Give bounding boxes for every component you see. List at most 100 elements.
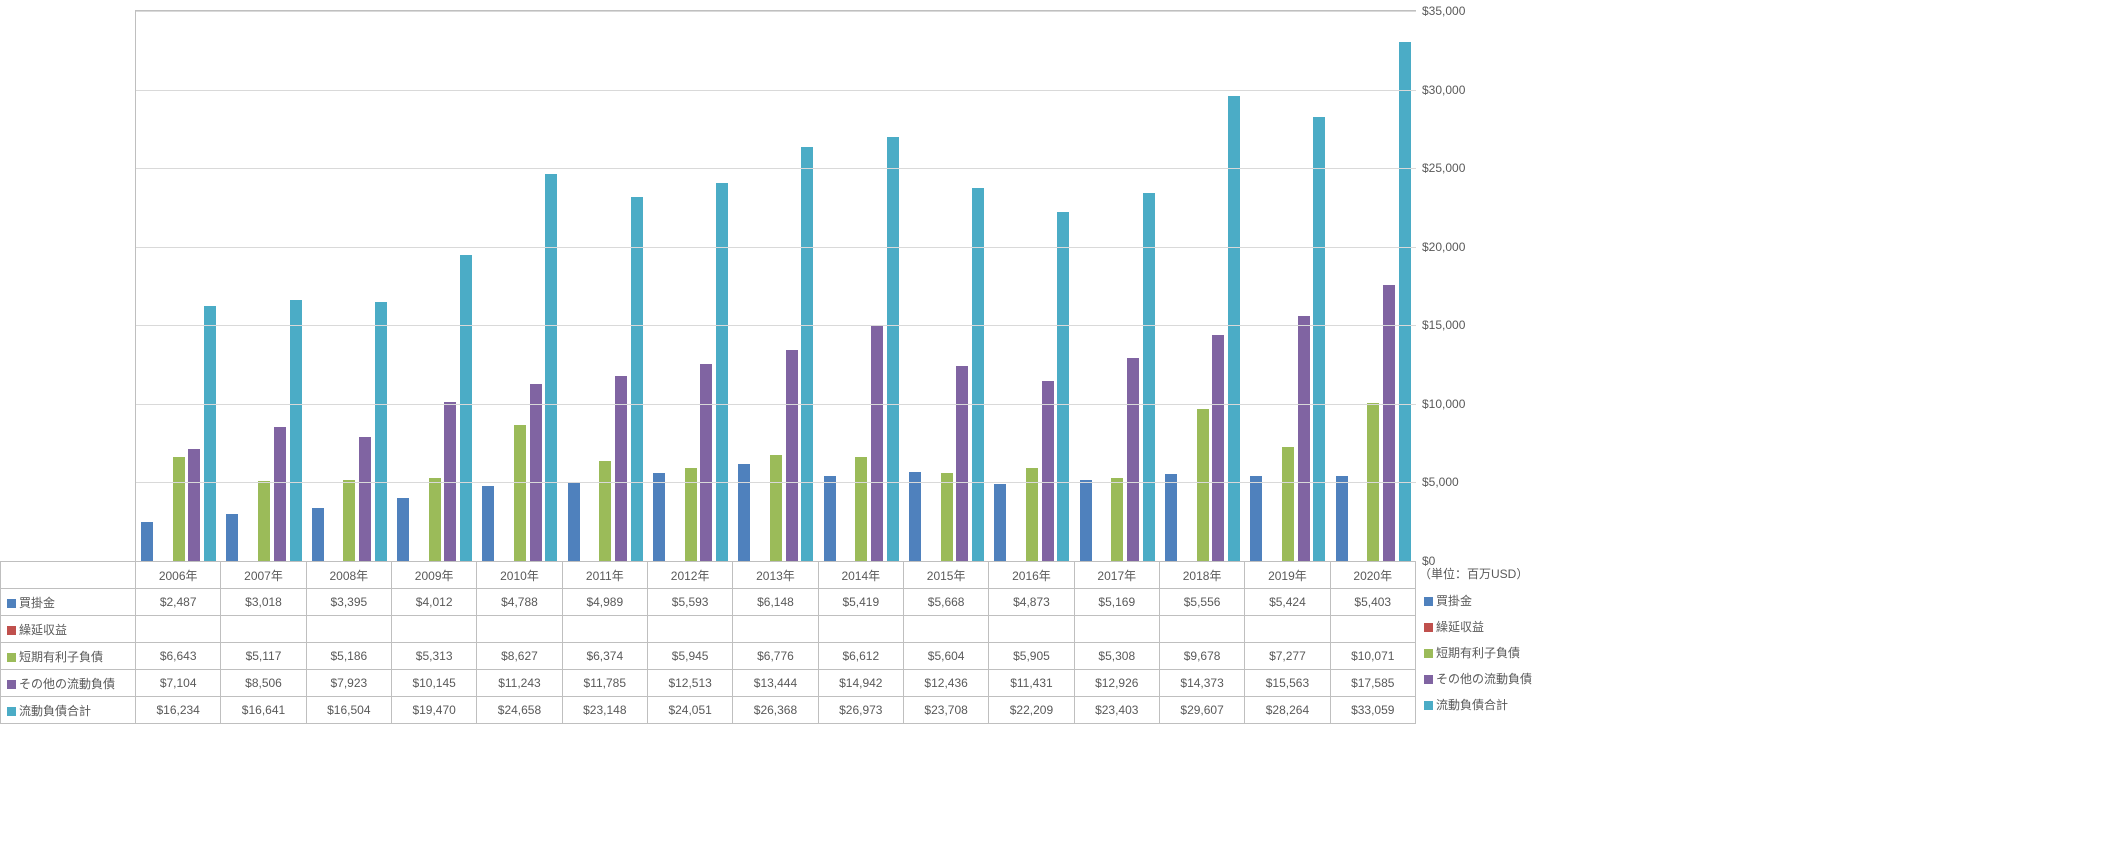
y-axis-tick-label: $15,000 [1422, 318, 1490, 332]
category-group [989, 11, 1074, 561]
bar-total [972, 188, 984, 561]
table-col-header: 2020年 [1330, 562, 1415, 589]
bar-cluster [482, 11, 557, 561]
chart-container: $0$5,000$10,000$15,000$20,000$25,000$30,… [0, 0, 2101, 858]
category-group [819, 11, 904, 561]
table-header-row: 2006年2007年2008年2009年2010年2011年2012年2013年… [1, 562, 1416, 589]
table-cell: $14,942 [818, 670, 903, 697]
table-cell: $5,593 [647, 589, 732, 616]
legend-swatch [1424, 701, 1433, 710]
table-cell [989, 616, 1074, 643]
bar-other [1212, 335, 1224, 561]
table-cell [477, 616, 562, 643]
bar-cluster [312, 11, 387, 561]
table-row: 流動負債合計$16,234$16,641$16,504$19,470$24,65… [1, 697, 1416, 724]
bar-cluster [909, 11, 984, 561]
bar-total [460, 255, 472, 561]
table-col-header: 2006年 [136, 562, 221, 589]
table-cell: $4,873 [989, 589, 1074, 616]
table-cell: $16,234 [136, 697, 221, 724]
bar-total [887, 137, 899, 561]
bar-cluster [568, 11, 643, 561]
table-cell: $23,403 [1074, 697, 1159, 724]
bar-other [188, 449, 200, 561]
table-cell: $23,148 [562, 697, 647, 724]
table-cell [818, 616, 903, 643]
bar-cluster [226, 11, 301, 561]
bar-total [716, 183, 728, 561]
bar-stdebt [1197, 409, 1209, 561]
table-cell: $7,277 [1245, 643, 1330, 670]
category-group [1331, 11, 1416, 561]
side-legend-item: 短期有利子負債 [1424, 640, 1532, 666]
bar-other [274, 427, 286, 561]
table-cell [1330, 616, 1415, 643]
bar-ap [1336, 476, 1348, 561]
bar-ap [909, 472, 921, 561]
side-legend-item: 繰延収益 [1424, 614, 1532, 640]
legend-swatch [1424, 649, 1433, 658]
table-cell: $12,513 [647, 670, 732, 697]
table-col-header: 2017年 [1074, 562, 1159, 589]
bar-total [375, 302, 387, 561]
table-cell: $19,470 [391, 697, 476, 724]
gridline [136, 11, 1416, 12]
category-group [1245, 11, 1330, 561]
bar-ap [1250, 476, 1262, 561]
table-row-header: 流動負債合計 [1, 697, 136, 724]
category-group [477, 11, 562, 561]
table-cell [562, 616, 647, 643]
bar-ap [1165, 474, 1177, 561]
table-cell: $8,627 [477, 643, 562, 670]
table-cell [1159, 616, 1244, 643]
table-cell [733, 616, 818, 643]
bar-stdebt [1282, 447, 1294, 561]
bar-stdebt [855, 457, 867, 561]
bar-stdebt [258, 481, 270, 561]
table-row: 買掛金$2,487$3,018$3,395$4,012$4,788$4,989$… [1, 589, 1416, 616]
gridline [136, 247, 1416, 248]
table-cell: $7,923 [306, 670, 391, 697]
table-cell [1245, 616, 1330, 643]
bar-ap [1080, 480, 1092, 561]
bar-other [359, 437, 371, 562]
bar-other [871, 326, 883, 561]
table-cell: $11,431 [989, 670, 1074, 697]
table-cell: $6,612 [818, 643, 903, 670]
table-cell: $5,117 [221, 643, 306, 670]
table-cell: $4,788 [477, 589, 562, 616]
table-cell: $5,169 [1074, 589, 1159, 616]
bar-ap [738, 464, 750, 561]
bar-ap [824, 476, 836, 561]
bar-ap [226, 514, 238, 561]
bar-other [956, 366, 968, 561]
bar-other [530, 384, 542, 561]
bar-ap [397, 498, 409, 561]
bar-other [1298, 316, 1310, 561]
data-table: 2006年2007年2008年2009年2010年2011年2012年2013年… [0, 561, 1416, 724]
table-cell: $11,785 [562, 670, 647, 697]
table-cell: $5,424 [1245, 589, 1330, 616]
category-group [1160, 11, 1245, 561]
bar-total [1313, 117, 1325, 561]
table-cell: $7,104 [136, 670, 221, 697]
table-col-header: 2014年 [818, 562, 903, 589]
table-cell: $4,012 [391, 589, 476, 616]
gridline [136, 404, 1416, 405]
table-cell: $11,243 [477, 670, 562, 697]
table-cell: $26,368 [733, 697, 818, 724]
bar-ap [653, 473, 665, 561]
table-col-header: 2012年 [647, 562, 732, 589]
table-col-header: 2016年 [989, 562, 1074, 589]
table-cell [306, 616, 391, 643]
y-axis-tick-label: $25,000 [1422, 161, 1490, 175]
plot-area: $0$5,000$10,000$15,000$20,000$25,000$30,… [135, 10, 1416, 561]
table-cell: $3,018 [221, 589, 306, 616]
bar-total [204, 306, 216, 561]
legend-swatch [1424, 675, 1433, 684]
table-cell [1074, 616, 1159, 643]
bar-other [786, 350, 798, 561]
table-cell: $5,308 [1074, 643, 1159, 670]
table-cell: $2,487 [136, 589, 221, 616]
table-cell: $5,419 [818, 589, 903, 616]
